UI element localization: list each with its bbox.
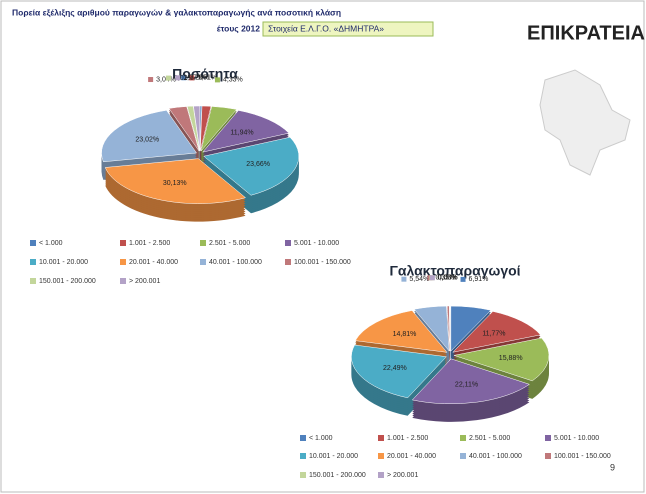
legend-key <box>460 435 466 441</box>
slice <box>202 110 290 153</box>
slice <box>411 358 530 405</box>
slide-title: Πορεία εξέλιξης αριθμού παραγωγών & γαλα… <box>12 7 341 17</box>
value-label: 14,81% <box>393 331 417 338</box>
value-label: 0,03% <box>438 275 458 282</box>
slice-side <box>169 108 200 154</box>
legend-label: > 200.001 <box>387 472 418 479</box>
legend-label: 10.001 - 20.000 <box>309 453 358 460</box>
value-label: 0,08% <box>437 275 457 282</box>
legend-label: > 200.001 <box>129 278 160 285</box>
value-label: 0,35% <box>435 275 455 282</box>
value-label: 1,51% <box>197 75 217 82</box>
legend-label: 20.001 - 40.000 <box>129 259 178 266</box>
legend-label: 150.001 - 200.000 <box>39 278 96 285</box>
value-label: 22,11% <box>455 382 478 389</box>
slice <box>168 106 200 152</box>
slice <box>186 105 200 152</box>
legend-key <box>200 240 206 246</box>
value-label: 15,88% <box>499 355 523 362</box>
label-key <box>429 275 435 281</box>
legend-key <box>120 240 126 246</box>
label-key <box>181 75 187 81</box>
legend-label: < 1.000 <box>309 435 333 442</box>
slice <box>351 344 447 399</box>
legend-label: 10.001 - 20.000 <box>39 259 88 266</box>
legend-key <box>30 240 36 246</box>
legend-label: 40.001 - 100.000 <box>209 259 262 266</box>
label-key <box>148 77 154 83</box>
legend-label: 1.001 - 2.500 <box>387 435 428 442</box>
value-label: 5,54% <box>409 276 429 283</box>
label-key <box>175 75 181 81</box>
value-label: 4,33% <box>223 77 243 84</box>
page-number: 9 <box>610 462 615 472</box>
slice-side <box>169 110 200 156</box>
legend-key <box>285 240 291 246</box>
value-label: 0,29% <box>189 75 209 82</box>
slide-title-year: έτους 2012 <box>217 23 260 33</box>
legend-key <box>378 435 384 441</box>
slice <box>413 305 450 352</box>
legend-key <box>378 472 384 478</box>
map-greece <box>539 69 631 176</box>
source-box <box>262 21 434 37</box>
legend-key <box>200 259 206 265</box>
legend-label: 5.001 - 10.000 <box>554 435 599 442</box>
slice <box>354 310 448 353</box>
value-label: 11,94% <box>230 129 253 136</box>
legend-key <box>30 278 36 284</box>
slice <box>101 110 197 163</box>
chart-title: Ποσότητα <box>172 66 238 82</box>
slice <box>200 106 238 152</box>
value-label: 11,77% <box>482 330 505 337</box>
value-label: 22,49% <box>383 365 407 372</box>
legend-label: 100.001 - 150.000 <box>294 259 351 266</box>
region: ΕΠΙΚΡΑΤΕΙΑ <box>527 22 645 44</box>
legend-label: 100.001 - 150.000 <box>554 453 611 460</box>
legend-key <box>300 453 306 459</box>
label-key <box>165 75 171 81</box>
label-key <box>189 75 195 81</box>
legend-key <box>300 435 306 441</box>
legend-key <box>545 435 551 441</box>
legend-label: 150.001 - 200.000 <box>309 472 366 479</box>
slice <box>203 136 300 196</box>
value-label: 23,66% <box>246 161 270 168</box>
legend-key <box>120 278 126 284</box>
source: Στοιχεία Ε.Λ.Γ.Ο. «ΔΗΜΗΤΡΑ» <box>268 23 384 33</box>
legend-key <box>460 453 466 459</box>
legend-key <box>30 259 36 265</box>
legend-label: 20.001 - 40.000 <box>387 453 436 460</box>
legend-key <box>120 259 126 265</box>
slice <box>452 311 541 353</box>
legend-label: < 1.000 <box>39 240 63 247</box>
value-label: 23,02% <box>135 136 159 143</box>
slice <box>452 337 550 382</box>
legend-key <box>285 259 291 265</box>
value-label: 6,91% <box>469 276 489 283</box>
slice <box>193 105 201 152</box>
legend-key <box>378 453 384 459</box>
label-key <box>214 77 220 83</box>
legend-label: 1.001 - 2.500 <box>129 240 170 247</box>
slice <box>104 158 247 204</box>
label-key <box>401 276 407 282</box>
legend-key <box>545 453 551 459</box>
slice <box>450 305 492 352</box>
legend-label: 2.501 - 5.000 <box>209 240 250 247</box>
value-label: 1,07% <box>183 75 203 82</box>
legend-label: 2.501 - 5.000 <box>469 435 510 442</box>
legend-label: 40.001 - 100.000 <box>469 453 522 460</box>
legend-key <box>300 472 306 478</box>
label-key <box>460 276 466 282</box>
value-label: 30,13% <box>163 180 187 187</box>
slice <box>200 105 212 152</box>
legend-label: 5.001 - 10.000 <box>294 240 339 247</box>
value-label: 1,02% <box>174 75 194 82</box>
chart-title: Γαλακτοπαραγωγοί <box>389 263 520 279</box>
